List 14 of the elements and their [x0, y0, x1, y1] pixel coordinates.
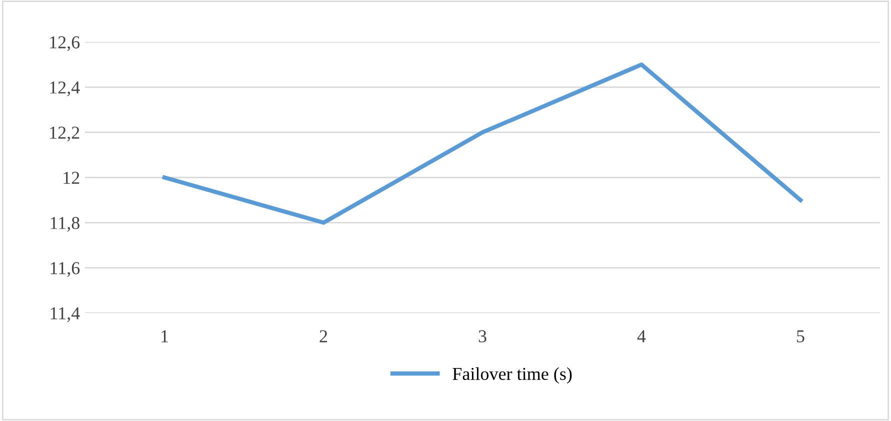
- y-tick-label: 12: [64, 172, 80, 184]
- line-series: [162, 62, 803, 225]
- y-tick-label: 12,4: [50, 81, 80, 96]
- x-tick-label: 3: [478, 330, 486, 342]
- x-tick-label: 1: [162, 330, 168, 342]
- y-tick-label: 11,6: [50, 262, 80, 277]
- y-tick-label: 11,4: [50, 307, 80, 322]
- legend-label: Failover time (s): [452, 367, 572, 384]
- y-tick-label: 12,6: [50, 36, 80, 52]
- y-tick-label: 12,2: [50, 126, 80, 142]
- x-tick-label: 5: [797, 330, 804, 342]
- x-tick-label: 2: [320, 330, 328, 342]
- y-tick-label: 11,8: [50, 216, 80, 232]
- x-tick-label: 4: [637, 330, 646, 342]
